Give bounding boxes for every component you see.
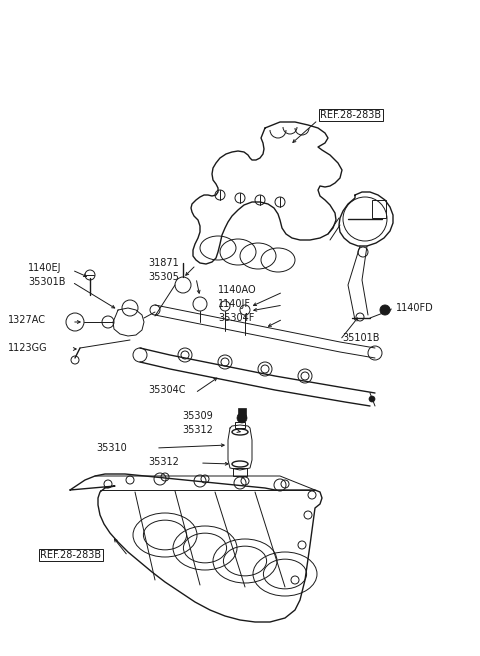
Text: 35305: 35305 <box>148 272 179 282</box>
Text: 1327AC: 1327AC <box>8 315 46 325</box>
Text: REF.28-283B: REF.28-283B <box>320 110 381 120</box>
Circle shape <box>380 305 390 315</box>
Text: 35304C: 35304C <box>148 385 185 395</box>
Text: 35304F: 35304F <box>218 313 254 323</box>
Circle shape <box>237 413 247 423</box>
Text: REF.28-283B: REF.28-283B <box>40 550 101 560</box>
Text: 1140JF: 1140JF <box>218 299 251 309</box>
Bar <box>238 408 246 418</box>
Text: 35309: 35309 <box>182 411 213 421</box>
Circle shape <box>369 396 375 402</box>
Text: 1140AO: 1140AO <box>218 285 257 295</box>
Text: 35310: 35310 <box>96 443 127 453</box>
Text: 1140EJ: 1140EJ <box>28 263 61 273</box>
Text: 35301B: 35301B <box>28 277 65 287</box>
Text: 1140FD: 1140FD <box>396 303 434 313</box>
Text: 1123GG: 1123GG <box>8 343 48 353</box>
Text: 35312: 35312 <box>182 425 213 435</box>
Text: 31871: 31871 <box>148 258 179 268</box>
Text: 35312: 35312 <box>148 457 179 467</box>
Text: 35101B: 35101B <box>342 333 380 343</box>
Bar <box>372 200 386 218</box>
Bar <box>233 468 247 476</box>
Bar <box>235 422 245 428</box>
